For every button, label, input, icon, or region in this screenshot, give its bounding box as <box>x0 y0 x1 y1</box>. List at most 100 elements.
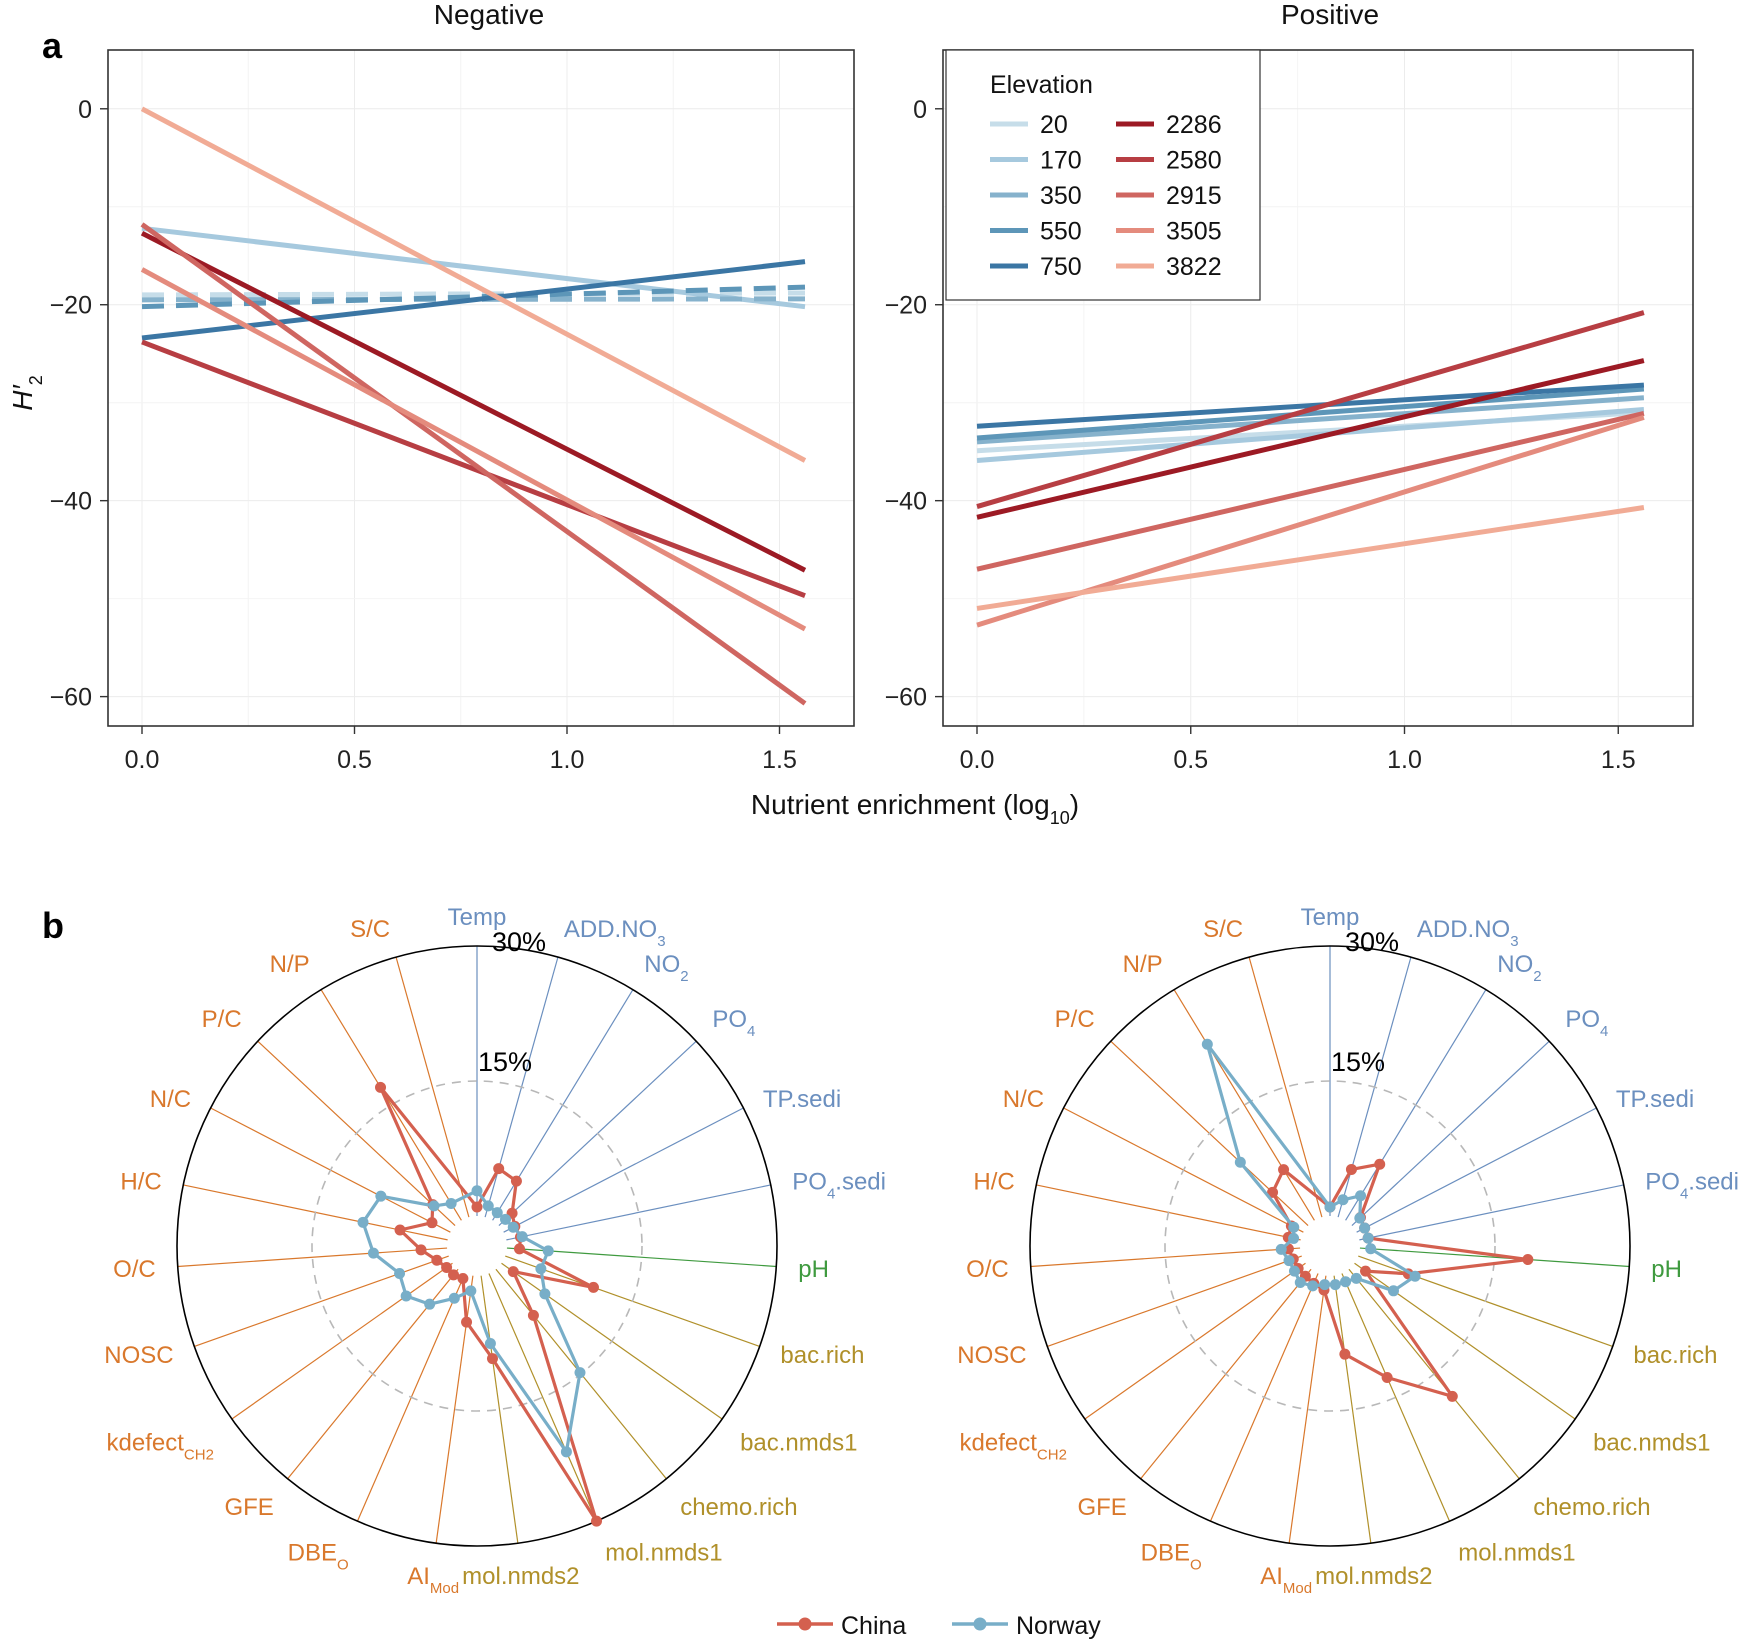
radar-point-norway <box>1283 1255 1295 1267</box>
radar-point-china <box>1360 1265 1372 1277</box>
radar-axis-label: bac.rich <box>780 1342 864 1369</box>
radar-axis-label-sub: Mod <box>1283 1580 1312 1597</box>
series-line-2286 <box>976 358 1645 520</box>
radar-axis-label: mol.nmds1 <box>605 1539 722 1566</box>
radar-point-china <box>1446 1390 1458 1402</box>
radar-point-norway <box>471 1185 483 1197</box>
radar-axis-label-sub: CH2 <box>184 1446 214 1463</box>
x-axis-title: Nutrient enrichment (log10) <box>751 789 1079 828</box>
radar-axis-label-main: ADD.NO <box>564 916 657 943</box>
radar-axis-label: AIMod <box>407 1563 459 1597</box>
radar-spoke <box>1047 1255 1302 1348</box>
radar-point-china <box>426 1217 438 1229</box>
radar-axis-label-sub: O <box>1190 1556 1202 1573</box>
y-tick-label: −20 <box>885 292 927 320</box>
radar-point-china <box>527 1309 539 1321</box>
radar-axis-label-main: NOSC <box>957 1342 1026 1369</box>
radar-axis-label: PO4 <box>712 1006 755 1040</box>
radar-axis-label: S/C <box>1203 916 1243 943</box>
radar-axis-label-main: mol.nmds1 <box>605 1539 722 1566</box>
radar-axis-label-main: chemo.rich <box>1533 1494 1650 1521</box>
radar-spoke <box>1288 1275 1327 1544</box>
radar-spoke <box>1356 1107 1597 1233</box>
radar-axis-label: chemo.rich <box>1533 1494 1650 1521</box>
series-line-2580 <box>976 310 1645 509</box>
radar-point-norway <box>1201 1038 1213 1050</box>
radar-axis-label: mol.nmds2 <box>1315 1563 1432 1590</box>
radar-point-norway <box>1329 1279 1341 1291</box>
radar-axis-label-main: bac.nmds1 <box>1593 1430 1710 1457</box>
radar-spoke <box>488 1273 598 1522</box>
radar-point-china <box>1374 1158 1386 1170</box>
radar-axis-label: kdefectCH2 <box>960 1430 1067 1464</box>
radar-spoke <box>1030 1247 1301 1268</box>
radar-axis-label-main: NO <box>1497 951 1533 978</box>
radar-point-norway <box>482 1200 494 1212</box>
radar-axis-label-main: P/C <box>202 1006 242 1033</box>
radar-point-norway <box>560 1446 572 1458</box>
radar-axis-label: P/C <box>1055 1006 1095 1033</box>
radar-point-china <box>1267 1186 1279 1198</box>
radar-axis-label-main: mol.nmds1 <box>1458 1539 1575 1566</box>
series-line-170 <box>141 225 806 310</box>
x-tick-label: 0.5 <box>337 746 372 774</box>
radar-axis-label: DBEO <box>288 1539 349 1573</box>
radar-axis-label: GFE <box>1077 1494 1126 1521</box>
radar-axis-label: kdefectCH2 <box>107 1430 214 1464</box>
radar-point-china <box>431 1254 443 1266</box>
radar-axis-label: mol.nmds1 <box>1458 1539 1575 1566</box>
radar-point-norway <box>574 1367 586 1379</box>
radar-axis-label-main: bac.rich <box>1633 1342 1717 1369</box>
radar-spoke <box>194 1255 449 1348</box>
radar-point-norway <box>1288 1221 1300 1233</box>
legend-marker-china <box>798 1617 812 1631</box>
series-line-3505 <box>140 267 807 632</box>
radar-spoke <box>506 1184 771 1241</box>
radar-axis-label: O/C <box>966 1256 1009 1283</box>
radar-axis-label-sub: 3 <box>657 932 665 949</box>
radar-axis-label-main: TP.sedi <box>1616 1086 1694 1113</box>
radar-point-norway <box>539 1288 551 1300</box>
radar-axis-label-main: bac.rich <box>780 1342 864 1369</box>
radar-axis-label-sub: Mod <box>430 1580 459 1597</box>
radar-axis-label: ADD.NO3 <box>564 916 666 950</box>
radar-axis-label: NO2 <box>1497 951 1541 985</box>
series-line-750 <box>141 259 806 341</box>
legend-label-750: 750 <box>1040 253 1082 281</box>
radar-point-norway <box>491 1207 503 1219</box>
radar-point-norway <box>375 1190 387 1202</box>
y-tick-label: 0 <box>913 96 927 124</box>
series-line-170 <box>976 407 1645 463</box>
elevation-legend: Elevation 20 170 350 550 750 2286 2580 2915 3505… <box>945 49 1261 301</box>
x-tick-label: 0.0 <box>125 746 160 774</box>
radar-axis-label: NOSC <box>104 1342 173 1369</box>
facet-title: Positive <box>1281 0 1379 30</box>
radar-axis-label: chemo.rich <box>680 1494 797 1521</box>
radar-axis-label-main: O/C <box>113 1256 156 1283</box>
radar-point-norway <box>516 1231 528 1243</box>
y-axis-title-main: H′ <box>7 384 38 411</box>
radar-point-norway <box>445 1197 457 1209</box>
radar-axis-label: H/C <box>120 1168 161 1195</box>
series-line-350 <box>976 395 1645 445</box>
radar-axis-label-sub: 4 <box>1680 1185 1688 1202</box>
radar-point-china <box>486 1353 498 1365</box>
radar-point-norway <box>484 1337 496 1349</box>
radar-axis-label: AIMod <box>1260 1563 1312 1597</box>
radar-point-norway <box>1355 1190 1367 1202</box>
x-tick-label: 1.0 <box>550 746 585 774</box>
y-tick-label: −40 <box>885 488 927 516</box>
radar-axis-label-main: PO <box>792 1168 827 1195</box>
panel-frame <box>107 49 855 727</box>
radar-point-china <box>587 1281 599 1293</box>
radar-axis-label-main: mol.nmds2 <box>1315 1563 1432 1590</box>
y-tick-label: 0 <box>78 96 92 124</box>
radar-axis-label-sub: 2 <box>680 967 688 984</box>
radar-point-norway <box>1319 1279 1331 1291</box>
radar-spoke <box>480 1275 519 1544</box>
legend-label-china: China <box>841 1612 906 1640</box>
radar-point-china <box>448 1269 460 1281</box>
series-line-750 <box>976 382 1645 429</box>
radar-axis-label-sub: 3 <box>1510 932 1518 949</box>
radar-point-norway <box>1337 1194 1349 1206</box>
